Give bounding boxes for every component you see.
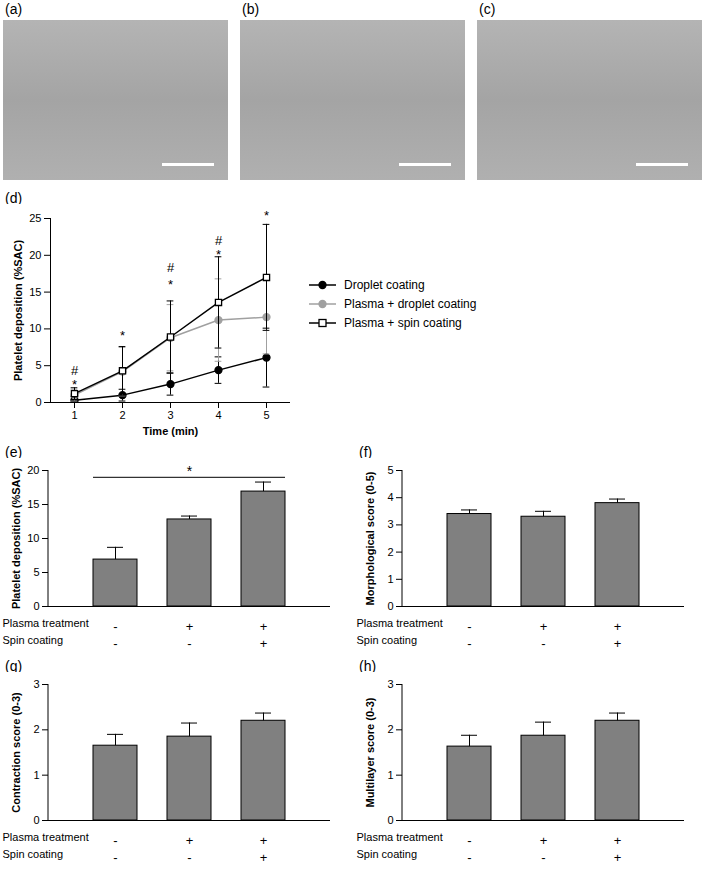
- svg-text:0: 0: [35, 396, 41, 408]
- html-text:Plasma + droplet coating: Plasma + droplet coating: [344, 297, 477, 311]
- svg-text:1: 1: [387, 573, 393, 585]
- svg-text:+: +: [260, 619, 268, 634]
- svg-text:Spin coating: Spin coating: [3, 634, 64, 646]
- svg-text:20: 20: [29, 249, 41, 261]
- svg-text:4: 4: [387, 491, 393, 503]
- html-text:Droplet coating: Droplet coating: [344, 278, 425, 292]
- svg-text:-: -: [113, 619, 117, 634]
- svg-text:#: #: [215, 233, 223, 248]
- svg-text:+: +: [260, 833, 268, 848]
- svg-text:+: +: [186, 619, 194, 634]
- svg-text:Platelet deposition (%SAC): Platelet deposition (%SAC): [10, 468, 22, 610]
- svg-text:-: -: [541, 636, 545, 651]
- svg-text:5: 5: [263, 409, 269, 421]
- svg-text:*: *: [216, 247, 221, 262]
- svg-text:Plasma treatment: Plasma treatment: [357, 831, 443, 843]
- html-text:(b): (b): [242, 1, 260, 17]
- svg-text:Time (min): Time (min): [143, 425, 199, 437]
- svg-text:1: 1: [387, 769, 393, 781]
- svg-text:*: *: [187, 463, 193, 479]
- svg-text:Contraction score (0-3): Contraction score (0-3): [10, 692, 22, 813]
- svg-text:0: 0: [33, 814, 39, 826]
- svg-text:*: *: [120, 328, 125, 343]
- svg-text:#: #: [71, 363, 79, 378]
- svg-text:15: 15: [29, 286, 41, 298]
- svg-text:-: -: [467, 833, 471, 848]
- html-text:(f): (f): [359, 444, 373, 460]
- svg-text:Platelet deposition (%SAC): Platelet deposition (%SAC): [12, 240, 24, 382]
- html-text:(a): (a): [5, 1, 23, 17]
- svg-text:4: 4: [215, 409, 221, 421]
- svg-text:20: 20: [27, 464, 39, 476]
- svg-text:+: +: [540, 833, 548, 848]
- svg-text:2: 2: [119, 409, 125, 421]
- svg-text:5: 5: [387, 464, 393, 476]
- svg-text:5: 5: [33, 566, 39, 578]
- svg-text:-: -: [467, 619, 471, 634]
- svg-text:Plasma treatment: Plasma treatment: [3, 831, 89, 843]
- svg-text:+: +: [614, 636, 622, 651]
- svg-text:-: -: [467, 636, 471, 651]
- svg-text:+: +: [614, 850, 622, 865]
- svg-text:1: 1: [33, 769, 39, 781]
- svg-text:*: *: [264, 208, 269, 223]
- svg-text:10: 10: [29, 322, 41, 334]
- svg-text:3: 3: [167, 409, 173, 421]
- svg-text:-: -: [467, 850, 471, 865]
- svg-text:+: +: [260, 850, 268, 865]
- html-text:(h): (h): [359, 658, 377, 674]
- html-text:Plasma + spin coating: Plasma + spin coating: [344, 316, 462, 330]
- svg-text:25: 25: [29, 212, 41, 224]
- svg-text:+: +: [614, 833, 622, 848]
- svg-text:-: -: [187, 850, 191, 865]
- html-text:(g): (g): [5, 658, 23, 674]
- svg-text:+: +: [614, 619, 622, 634]
- svg-text:*: *: [168, 277, 173, 292]
- svg-text:-: -: [113, 850, 117, 865]
- svg-text:Multilayer score (0-3): Multilayer score (0-3): [364, 697, 376, 807]
- svg-text:0: 0: [33, 600, 39, 612]
- svg-text:Spin coating: Spin coating: [357, 848, 418, 860]
- svg-text:Spin coating: Spin coating: [3, 848, 64, 860]
- html-text:(e): (e): [5, 444, 23, 460]
- svg-text:3: 3: [33, 678, 39, 690]
- svg-text:+: +: [540, 619, 548, 634]
- svg-text:+: +: [260, 636, 268, 651]
- svg-text:-: -: [541, 850, 545, 865]
- svg-text:1: 1: [71, 409, 77, 421]
- svg-text:3: 3: [387, 678, 393, 690]
- svg-text:-: -: [187, 636, 191, 651]
- svg-text:3: 3: [387, 518, 393, 530]
- svg-text:*: *: [72, 377, 77, 392]
- svg-text:5: 5: [35, 359, 41, 371]
- svg-text:-: -: [113, 833, 117, 848]
- svg-text:10: 10: [27, 532, 39, 544]
- svg-text:2: 2: [387, 723, 393, 735]
- svg-text:+: +: [186, 833, 194, 848]
- svg-text:15: 15: [27, 498, 39, 510]
- svg-text:2: 2: [387, 546, 393, 558]
- svg-text:Spin coating: Spin coating: [357, 634, 418, 646]
- html-text:(d): (d): [5, 190, 23, 206]
- svg-text:Plasma treatment: Plasma treatment: [3, 617, 89, 629]
- svg-text:Plasma treatment: Plasma treatment: [357, 617, 443, 629]
- svg-text:2: 2: [33, 723, 39, 735]
- svg-text:0: 0: [387, 600, 393, 612]
- html-text:(c): (c): [479, 1, 496, 17]
- svg-text:#: #: [167, 260, 175, 275]
- svg-text:Morphological score (0-5): Morphological score (0-5): [364, 471, 376, 605]
- svg-text:0: 0: [387, 814, 393, 826]
- svg-text:-: -: [113, 636, 117, 651]
